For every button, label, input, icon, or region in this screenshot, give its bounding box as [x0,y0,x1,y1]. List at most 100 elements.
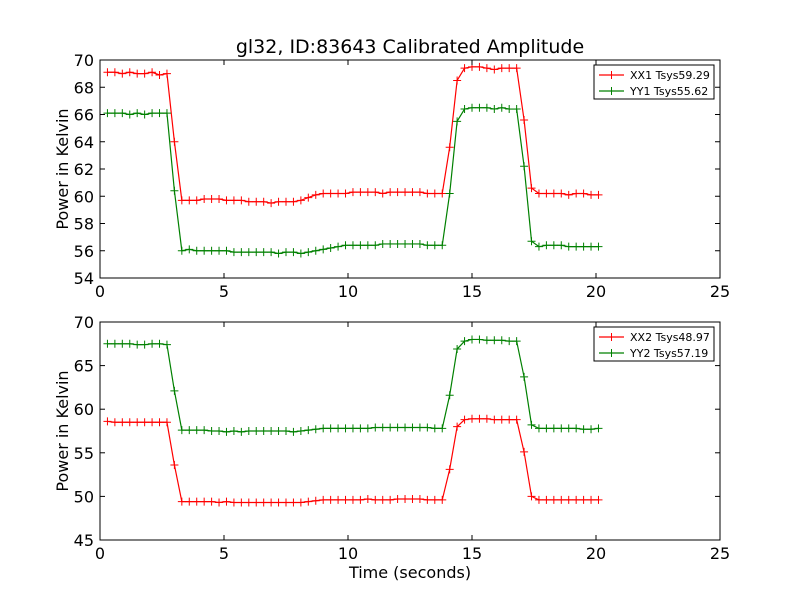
data-point [505,337,514,346]
data-point [162,340,171,349]
data-point [497,64,506,73]
data-point [177,497,186,506]
data-point [192,426,201,435]
data-point [304,497,313,506]
data-point [505,105,514,114]
data-point [520,115,529,124]
data-point [475,335,484,344]
data-point [378,423,387,432]
data-point [304,248,313,257]
data-point [326,189,335,198]
data-point [140,69,149,78]
data-point [192,497,201,506]
data-point [348,424,357,433]
data-point [423,241,432,250]
data-point [319,245,328,254]
data-point [564,495,573,504]
data-point [572,242,581,251]
data-point [497,103,506,112]
data-point [356,241,365,250]
data-point [482,336,491,345]
data-point [274,427,283,435]
data-point [296,249,305,258]
data-point [587,425,596,434]
data-point [334,242,343,251]
data-point [140,110,149,119]
legend-label: XX2 Tsys48.97 [630,331,710,344]
data-point [579,242,588,251]
data-point [103,417,112,426]
data-point [520,372,529,381]
data-point [587,495,596,504]
data-point [363,495,372,504]
data-point [334,189,343,198]
data-point [542,241,551,250]
y-tick-label: 56 [74,242,94,261]
x-tick-label: 5 [219,544,229,563]
data-point [564,242,573,251]
data-point [259,427,268,435]
data-point [319,495,328,504]
data-point [401,188,410,197]
data-point [401,239,410,248]
data-point [386,495,395,504]
data-point [572,424,581,433]
data-point [386,239,395,248]
data-point [534,242,543,251]
data-point [282,498,290,507]
data-point [311,425,320,434]
data-point [348,188,357,197]
data-point [274,249,283,258]
data-point [453,117,462,126]
data-point [460,105,469,114]
data-point [326,495,335,504]
data-point [341,241,350,250]
data-point [408,495,417,504]
data-point [594,495,603,504]
data-point [177,246,186,255]
data-point [557,241,566,250]
y-axis-label: Power in Kelvin [53,370,72,491]
data-point [118,109,127,118]
data-point [155,109,164,118]
data-point [118,69,127,78]
data-point [430,189,439,198]
data-point [520,447,529,456]
data-point [274,197,283,206]
data-point [460,64,469,73]
data-point [155,339,164,348]
data-point [475,103,484,112]
data-point [155,418,164,427]
data-point [482,103,491,112]
data-point [334,495,343,504]
data-point [177,196,186,205]
y-tick-label: 64 [74,133,94,152]
data-point [587,190,596,199]
data-point [579,189,588,198]
x-tick-label: 20 [586,282,606,301]
y-tick-label: 66 [74,106,94,125]
data-point [148,109,157,118]
data-point [237,248,246,257]
data-point [125,68,134,77]
data-point [445,391,454,400]
data-point [133,69,142,78]
x-axis-label: Time (seconds) [348,563,471,582]
data-point [215,498,224,507]
data-point [222,497,231,506]
data-point [475,414,484,423]
data-point [438,241,447,250]
data-point [177,426,186,435]
data-point [341,424,350,433]
y-tick-label: 68 [74,78,94,97]
data-point [527,420,536,429]
data-point [110,418,119,427]
x-tick-label: 15 [462,544,482,563]
legend-frame [593,326,715,362]
data-point [490,65,499,74]
data-point [259,248,268,257]
data-point [401,495,410,504]
y-tick-label: 65 [74,357,94,376]
data-point [326,424,335,433]
data-point [148,68,157,77]
